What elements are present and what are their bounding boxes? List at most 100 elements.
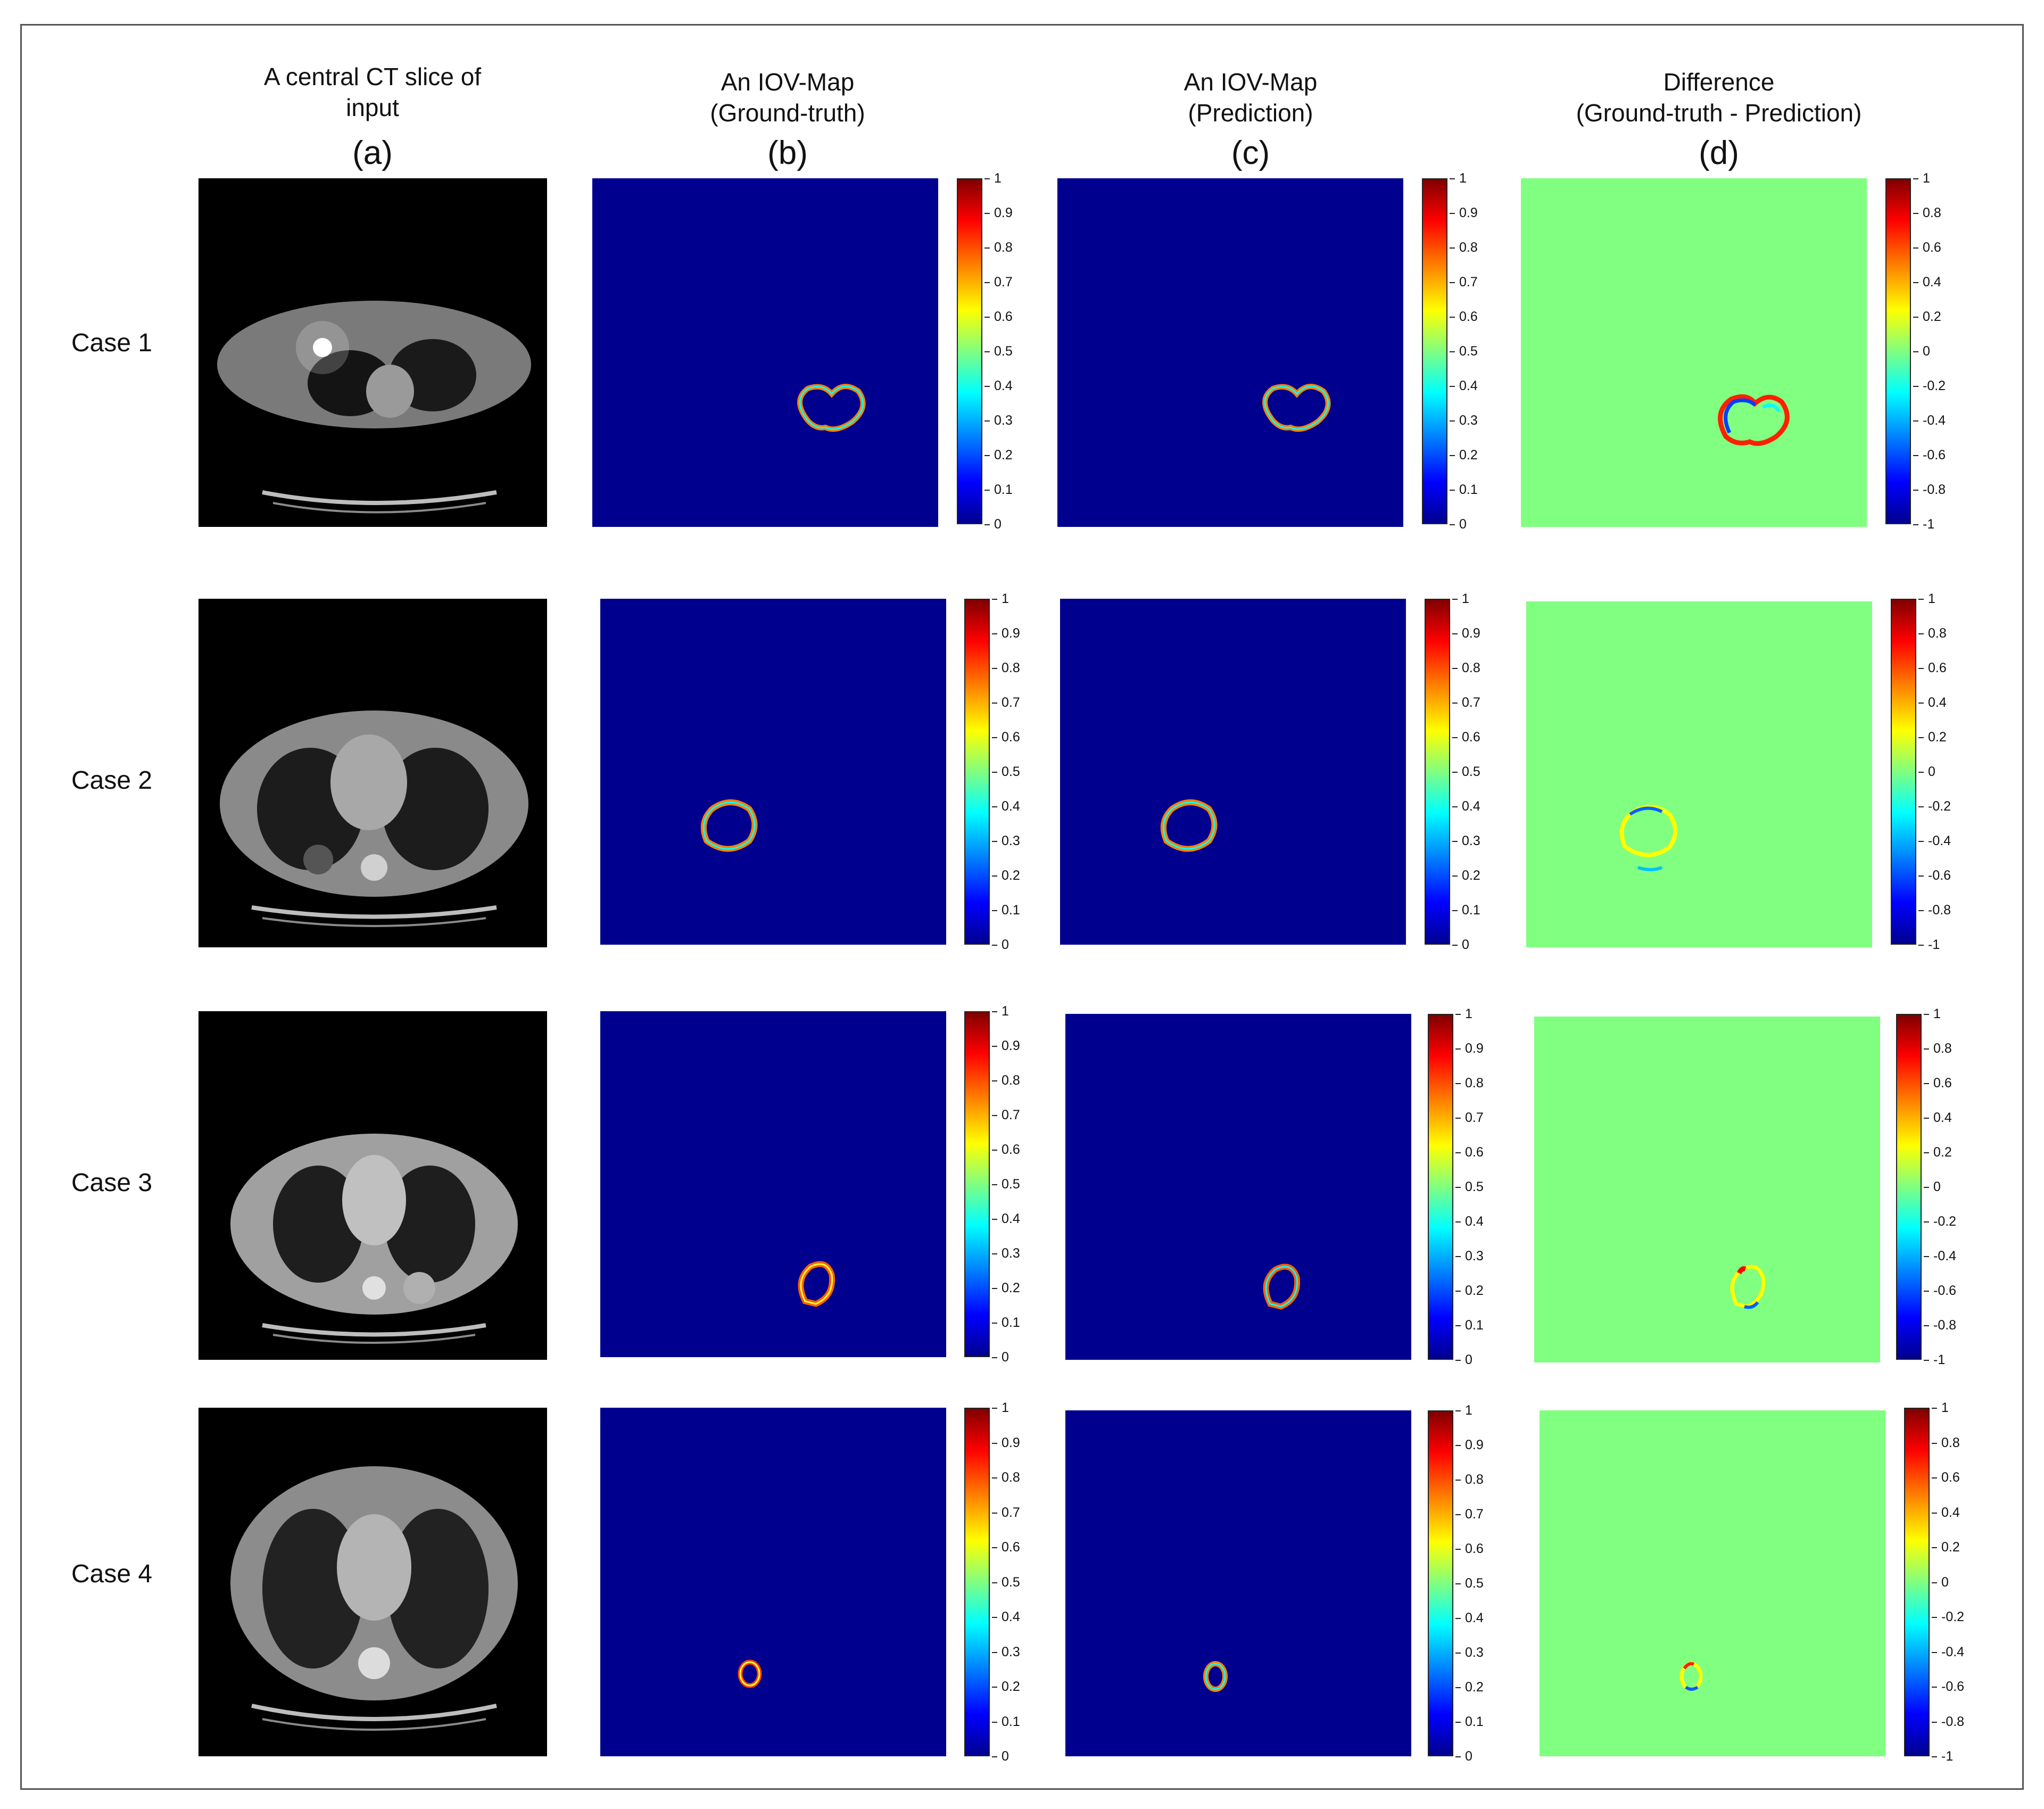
colorbar-tick-label: 0.2 [1913,309,1941,324]
column-title-b: An IOV-Map (Ground-truth) [710,68,865,127]
colorbar-tick-label: 0.2 [1924,1145,1952,1160]
colorbar-tick-label: 0.7 [984,275,1013,290]
colorbar-tick-label: 0.2 [1455,1283,1484,1298]
colorbar-diff-case-1 [1885,178,1911,524]
colorbar-tick-label: 0.5 [1452,764,1480,779]
colorbar-tick-label: 0.2 [1455,1680,1484,1695]
colorbar-tick-label: 0.9 [1452,626,1480,641]
colorbar-tick-label: 0.8 [992,1073,1020,1088]
colorbar-tick-label: -0.2 [1923,1214,1957,1229]
colorbar-tick-label: 0.9 [1450,205,1478,220]
column-letter-a: (a) [352,135,393,171]
ct-slice-case-4 [198,1408,547,1756]
colorbar-tick-label: 0.8 [984,240,1013,255]
colorbar-tick-label: 0.2 [1932,1540,1960,1555]
iov-map-ground-truth-case-2 [600,599,946,945]
colorbar-tick-label: 0.3 [1455,1645,1484,1660]
colorbar-tick-label: 0.6 [992,1540,1020,1555]
colorbar-tick-label: 0 [1932,1574,1949,1590]
colorbar-tick-label: 0 [1455,1749,1472,1764]
colorbar-tick-label: 0.7 [992,695,1020,710]
colorbar-tick-label: 1 [992,591,1009,606]
colorbar-tick-label: 0 [1913,344,1930,359]
colorbar-tick-label: 0.7 [1455,1507,1484,1522]
colorbar-tick-label: 1 [984,171,1002,186]
colorbar-tick-label: 0.7 [1452,695,1480,710]
ct-slice-case-2 [198,599,547,947]
colorbar-tick-label: 1 [1913,171,1930,186]
column-letter-d: (d) [1699,135,1739,171]
colorbar-tick-label: 0.3 [992,1644,1020,1659]
colorbar-tick-label: 1 [1450,171,1467,186]
colorbar-tick-label: 0.6 [1455,1145,1484,1160]
colorbar-tick-label: 1 [992,1400,1009,1415]
colorbar-tick-label: 0.6 [1452,730,1480,745]
colorbar-tick-label: -0.6 [1918,868,1951,883]
difference-map-case-2 [1526,601,1872,947]
colorbar-tick-label: -0.8 [1918,903,1951,918]
colorbar-tick-label: 0.2 [992,868,1020,883]
colorbar-iov-pred-case-3 [1428,1014,1453,1360]
colorbar-tick-label: 0.4 [1913,275,1941,290]
colorbar-iov-gt-case-4 [964,1408,990,1756]
colorbar-iov-pred-case-4 [1428,1410,1453,1756]
colorbar-tick-label: 0 [992,1350,1009,1365]
colorbar-tick-label: 0.8 [1455,1472,1484,1487]
colorbar-iov-pred-case-1 [1422,178,1447,524]
difference-map-case-1 [1521,178,1867,527]
colorbar-tick-label: 0.8 [1924,1041,1952,1056]
colorbar-diff-case-2 [1891,599,1916,945]
colorbar-tick-label: 0.9 [1455,1041,1484,1056]
colorbar-tick-label: 0.6 [1455,1541,1484,1556]
column-letter-c: (c) [1231,135,1270,171]
colorbar-tick-label: -1 [1923,1352,1946,1367]
colorbar-tick-label: 1 [1932,1400,1949,1415]
colorbar-tick-label: 0.3 [1455,1249,1484,1263]
colorbar-tick-label: 0.1 [1455,1318,1484,1333]
colorbar-tick-label: 0.9 [984,205,1013,220]
colorbar-tick-label: 0.8 [1450,240,1478,255]
colorbar-tick-label: -1 [1931,1749,1954,1764]
colorbar-tick-label: -0.4 [1913,413,1946,428]
colorbar-tick-label: 0.1 [1450,482,1478,497]
colorbar-tick-label: 0.1 [984,482,1013,497]
colorbar-tick-label: 0.5 [992,764,1020,779]
colorbar-tick-label: 0.9 [992,1038,1020,1053]
ct-slice-case-3 [198,1011,547,1360]
colorbar-tick-label: 0.4 [992,1211,1020,1226]
colorbar-tick-label: 0.5 [992,1574,1020,1590]
colorbar-tick-label: 0.8 [1455,1076,1484,1091]
colorbar-tick-label: 0.3 [1450,413,1478,428]
colorbar-tick-label: 0.8 [1932,1435,1960,1450]
iov-map-ground-truth-case-3 [600,1011,946,1357]
colorbar-tick-label: 0.7 [1455,1110,1484,1125]
colorbar-tick-label: 0.6 [984,309,1013,324]
row-label-case-4: Case 4 [71,1560,153,1588]
column-title-d: Difference (Ground-truth - Prediction) [1576,68,1862,127]
colorbar-tick-label: -0.2 [1931,1609,1965,1624]
colorbar-tick-label: 0.2 [984,448,1013,462]
row-label-case-1: Case 1 [71,329,153,357]
colorbar-iov-gt-case-3 [964,1011,990,1357]
colorbar-tick-label: 0.9 [992,626,1020,641]
colorbar-tick-label: 0.8 [992,1470,1020,1485]
colorbar-tick-label: 0 [1455,1352,1472,1367]
column-title-c: An IOV-Map (Prediction) [1184,68,1318,127]
colorbar-tick-label: 0.4 [1455,1214,1484,1229]
colorbar-tick-label: -1 [1913,517,1935,532]
colorbar-tick-label: 1 [1452,591,1469,606]
colorbar-tick-label: -0.8 [1931,1714,1965,1729]
colorbar-tick-label: 0.2 [1918,730,1947,745]
colorbar-tick-label: 0.4 [1924,1110,1952,1125]
colorbar-tick-label: 0.1 [1452,903,1480,918]
figure-frame [20,24,2024,1790]
colorbar-tick-label: -0.2 [1918,799,1951,814]
colorbar-iov-pred-case-2 [1425,599,1450,945]
colorbar-tick-label: 0.1 [992,1714,1020,1729]
colorbar-tick-label: 1 [992,1004,1009,1019]
colorbar-iov-gt-case-1 [957,178,982,524]
iov-map-ground-truth-case-1 [592,178,938,527]
colorbar-tick-label: 0 [1918,764,1935,779]
colorbar-tick-label: -0.8 [1913,482,1946,497]
colorbar-tick-label: 0.5 [992,1177,1020,1192]
